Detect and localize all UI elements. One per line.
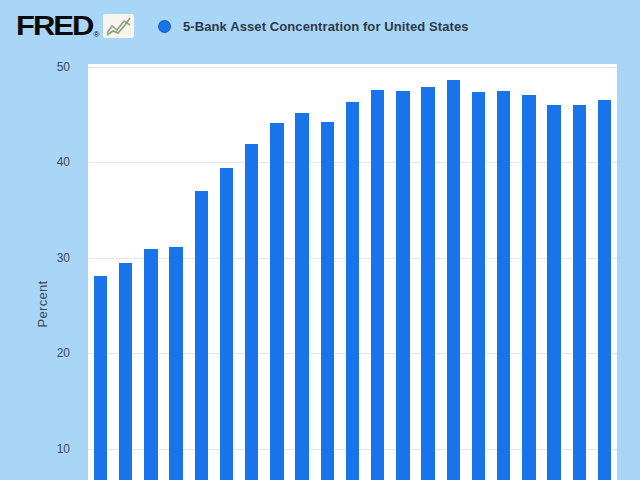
gridline-50	[88, 67, 617, 68]
bar-2006[interactable]	[346, 102, 359, 480]
bar-1999[interactable]	[169, 247, 182, 480]
bar-1996[interactable]	[94, 276, 107, 480]
chart-legend: 5-Bank Asset Concentration for United St…	[158, 13, 469, 39]
chart-canvas: FRED ® 5-Bank Asset Concentration for Un…	[0, 0, 640, 480]
bar-2012[interactable]	[497, 91, 510, 480]
y-tick-label-30: 30	[36, 251, 70, 265]
series-title: 5-Bank Asset Concentration for United St…	[183, 19, 469, 34]
y-tick-label-40: 40	[36, 155, 70, 169]
y-axis-title: Percent	[35, 281, 50, 328]
registered-trademark-symbol: ®	[93, 30, 99, 39]
bar-1998[interactable]	[144, 249, 157, 480]
bar-2000[interactable]	[195, 191, 208, 480]
bar-2001[interactable]	[220, 168, 233, 480]
y-tick-label-50: 50	[36, 60, 70, 74]
bar-2003[interactable]	[270, 123, 283, 480]
bar-2004[interactable]	[295, 113, 308, 480]
legend-marker-icon	[158, 20, 171, 33]
fred-logo[interactable]: FRED ®	[16, 8, 134, 44]
bar-2009[interactable]	[421, 87, 434, 480]
fred-logo-text: FRED	[16, 9, 92, 42]
bar-2010[interactable]	[447, 80, 460, 480]
bar-2011[interactable]	[472, 92, 485, 480]
bar-2007[interactable]	[371, 90, 384, 480]
plot-area	[88, 64, 617, 480]
bar-2015[interactable]	[573, 105, 586, 480]
y-tick-label-20: 20	[36, 346, 70, 360]
y-tick-label-10: 10	[36, 442, 70, 456]
bar-2013[interactable]	[522, 95, 535, 480]
bar-2002[interactable]	[245, 144, 258, 480]
sparkline-chart-icon	[103, 14, 134, 38]
bar-1997[interactable]	[119, 263, 132, 480]
bar-2016[interactable]	[598, 100, 611, 480]
bar-2008[interactable]	[396, 91, 409, 480]
bar-2005[interactable]	[321, 122, 334, 480]
bar-2014[interactable]	[547, 105, 560, 480]
